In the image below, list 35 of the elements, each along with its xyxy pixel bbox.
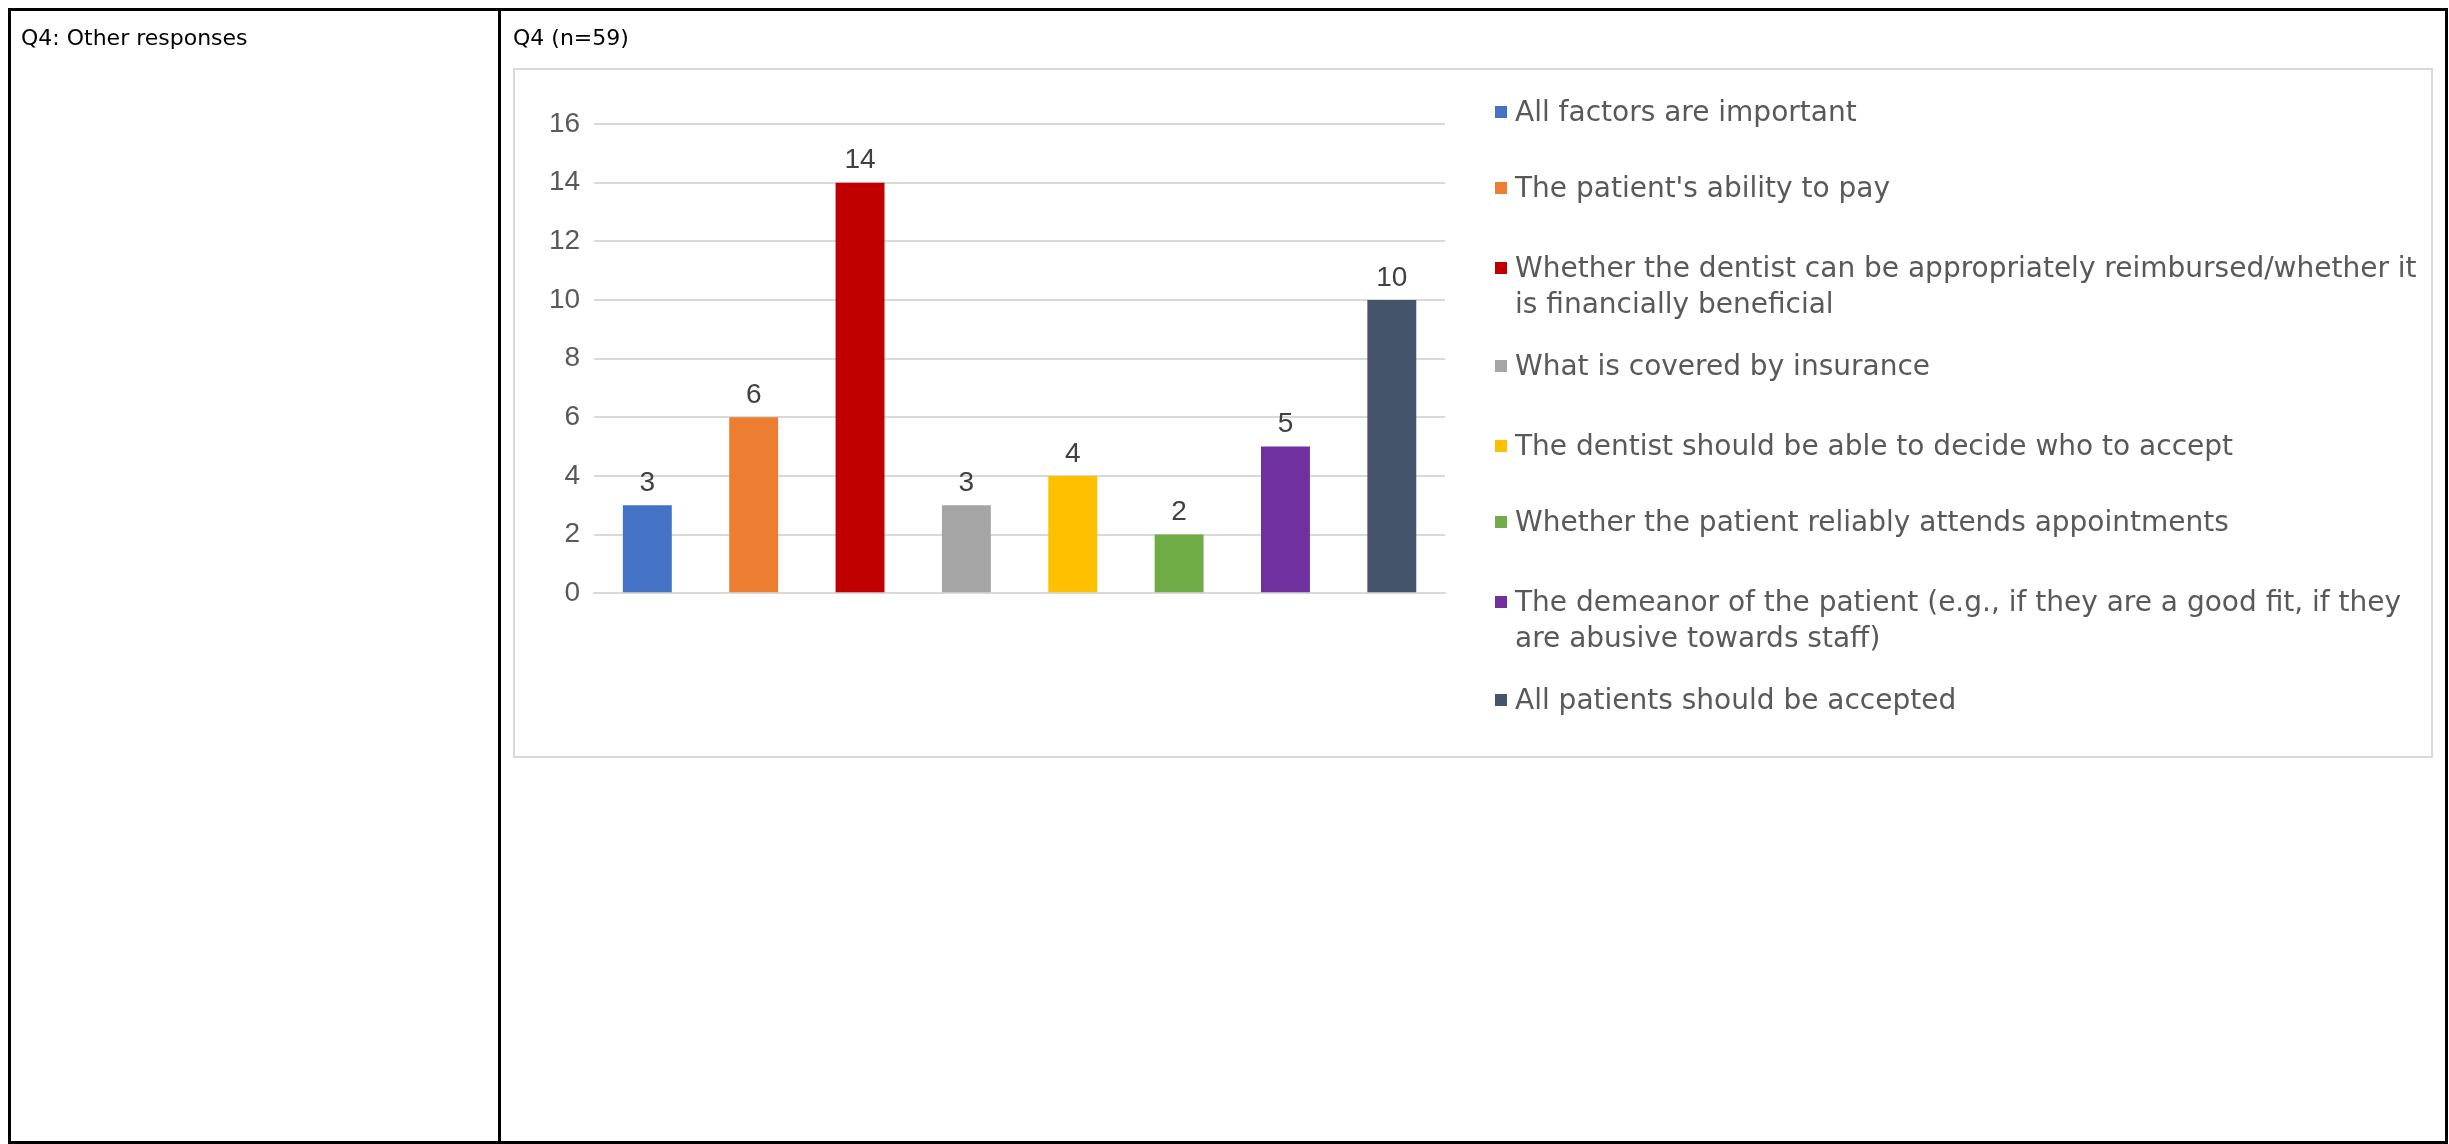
y-tick-label: 0 <box>564 575 581 607</box>
legend-label: The dentist should be able to decide who to accept <box>1515 428 2234 464</box>
legend-label: All factors are important <box>1515 94 1857 130</box>
y-tick-label: 6 <box>564 399 581 431</box>
bar <box>729 417 779 593</box>
y-tick-label: 8 <box>564 341 581 373</box>
legend-label: Whether the dentist can be appropriately reimbursed/whether it is financially beneficial <box>1515 250 2418 322</box>
legend-label: The demeanor of the patient (e.g., if they are a good fit, if they are abusive towards staff) <box>1515 584 2403 656</box>
legend-label: The patient's ability to pay <box>1515 170 1891 206</box>
bar <box>1261 446 1310 593</box>
data-label: 14 <box>844 143 876 175</box>
legend-label: Whether the patient reliably attends appointments <box>1515 504 2229 540</box>
bar <box>941 505 991 593</box>
data-label: 3 <box>639 465 656 497</box>
data-label: 6 <box>745 377 762 409</box>
legend-label: What is covered by insurance <box>1515 348 1930 384</box>
bar <box>835 182 885 593</box>
chart-title: Q4 (n=59) <box>513 25 630 50</box>
data-label: 3 <box>958 465 975 497</box>
legend-label: All patients should be accepted <box>1515 682 1957 718</box>
y-tick-label: 12 <box>548 224 581 256</box>
text: Q4: Other responses <box>21 25 249 50</box>
bar <box>1154 534 1204 593</box>
bar <box>1367 299 1417 593</box>
y-tick-label: 16 <box>548 106 581 138</box>
data-label: 5 <box>1277 407 1294 439</box>
y-tick-label: 4 <box>564 458 581 490</box>
y-tick-label: 10 <box>548 282 581 314</box>
data-label: 2 <box>1171 495 1187 527</box>
y-tick-label: 14 <box>548 165 581 197</box>
bar <box>1048 475 1098 593</box>
data-label: 10 <box>1376 260 1408 292</box>
data-label: 4 <box>1064 436 1081 468</box>
y-tick-label: 2 <box>564 517 581 549</box>
bar <box>622 505 672 593</box>
